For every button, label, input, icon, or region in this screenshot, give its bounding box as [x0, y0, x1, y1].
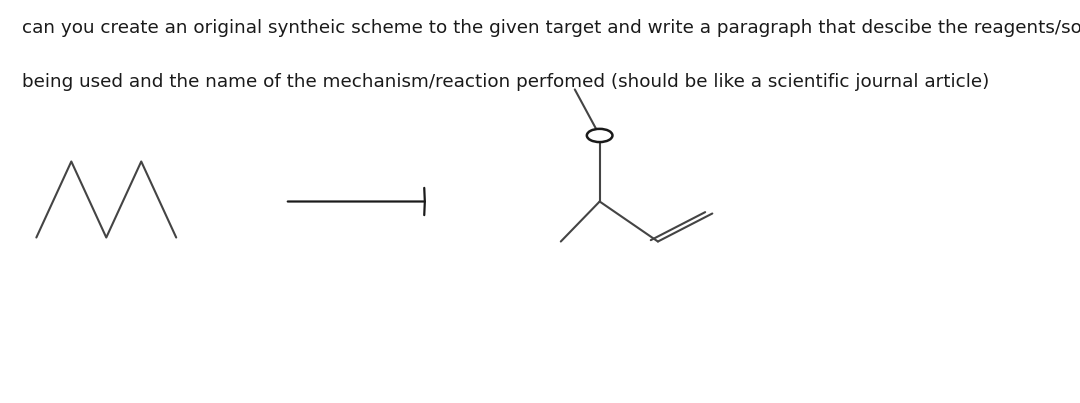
Text: can you create an original syntheic scheme to the given target and write a parag: can you create an original syntheic sche… — [22, 19, 1080, 37]
Circle shape — [589, 130, 611, 141]
Text: being used and the name of the mechanism/reaction perfomed (should be like a sci: being used and the name of the mechanism… — [22, 73, 989, 91]
